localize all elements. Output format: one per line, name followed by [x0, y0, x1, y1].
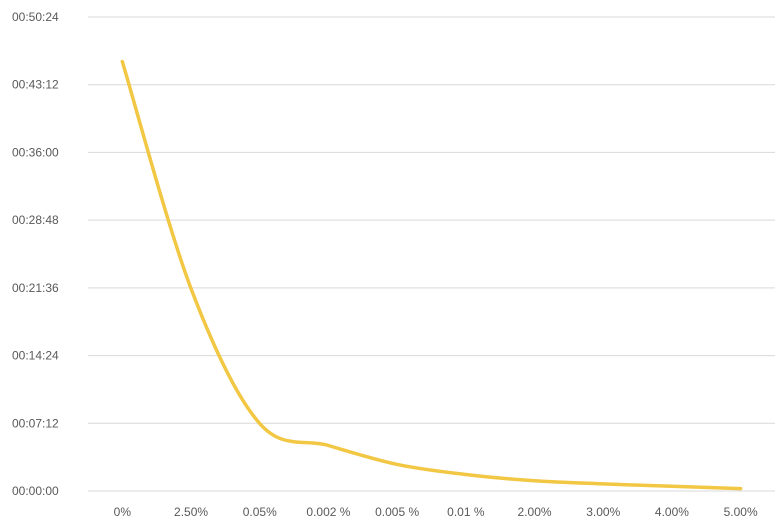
x-tick-label: 0.002 %: [306, 505, 350, 519]
x-tick-label: 2.50%: [174, 505, 208, 519]
y-tick-label: 00:07:12: [12, 416, 59, 430]
x-tick-label: 0%: [114, 505, 132, 519]
y-tick-label: 00:50:24: [12, 10, 59, 24]
y-tick-label: 00:14:24: [12, 349, 59, 363]
x-tick-label: 2.00%: [518, 505, 552, 519]
x-tick-label: 0.005 %: [375, 505, 419, 519]
series-line: [120, 59, 743, 491]
y-tick-label: 00:21:36: [12, 281, 59, 295]
y-tick-label: 00:36:00: [12, 145, 59, 159]
y-tick-label: 00:00:00: [12, 484, 59, 498]
x-tick-label: 0.05%: [243, 505, 277, 519]
x-axis-tick-labels: 0% 2.50% 0.05% 0.002 % 0.005 % 0.01 % 2.00% 3.0…: [114, 505, 758, 519]
series-layer: [120, 59, 743, 491]
x-tick-label: 4.00%: [655, 505, 689, 519]
x-tick-label: 3.00%: [586, 505, 620, 519]
x-tick-label: 0.01 %: [447, 505, 485, 519]
x-tick-label: 5.00%: [724, 505, 758, 519]
grid-lines: [88, 16, 775, 492]
y-tick-label: 00:28:48: [12, 213, 59, 227]
y-axis-tick-labels: 00:00:00 00:07:12 00:14:24 00:21:36 00:28:48…: [12, 10, 59, 498]
y-tick-label: 00:43:12: [12, 78, 59, 92]
